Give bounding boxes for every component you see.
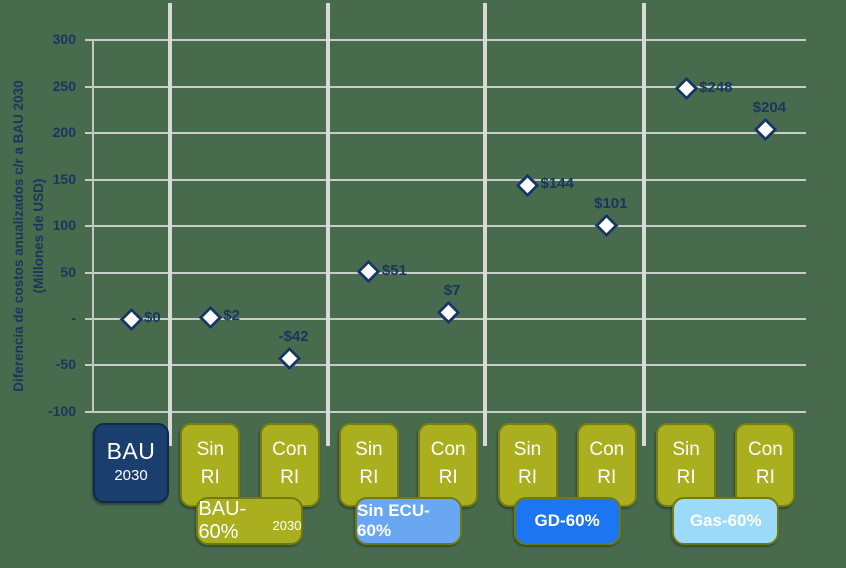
data-point-label: $248 [699, 78, 733, 96]
pair-button-line2: RI [755, 466, 775, 488]
y-tick-label--50: -50 [55, 356, 76, 373]
group-separator-2 [326, 3, 330, 446]
data-point-marker [753, 117, 778, 142]
group-separator-3 [483, 3, 487, 446]
gridline-y-300 [85, 39, 806, 42]
y-axis-title-line1: Diferencia de costos anualizados c/r a B… [11, 80, 26, 392]
data-point-marker [674, 76, 699, 101]
gridline-y-100 [85, 225, 806, 228]
y-tick-label-250: 250 [52, 77, 76, 94]
pair-button-line1: Con [589, 439, 625, 460]
data-point-label: $144 [540, 175, 574, 193]
group-label-gd-60-: GD-60% [513, 497, 621, 545]
category-button-sin-ri: Sin RI [180, 423, 241, 507]
data-point-marker [118, 306, 144, 332]
pair-button-line1: Con [272, 439, 308, 460]
data-point-label: -$42 [278, 328, 309, 346]
gridline-y-250 [85, 85, 806, 88]
gridline-y--50 [85, 364, 806, 367]
group-label-subscript: 2030 [272, 517, 302, 533]
data-point-label: $2 [223, 307, 240, 325]
gridline-y-50 [85, 271, 806, 274]
category-button-sin-ri: Sin RI [656, 423, 717, 507]
pair-button-line2: RI [676, 466, 696, 488]
category-button-bau-2030: BAU 2030 [93, 423, 169, 503]
y-tick-label--100: -100 [47, 402, 76, 419]
y-axis-line [92, 40, 94, 412]
category-button-con-ri: Con RI [259, 423, 320, 507]
data-point-label: $0 [144, 309, 161, 326]
group-label-gas-60-: Gas-60% [672, 497, 780, 545]
y-tick-label-100: 100 [52, 217, 76, 234]
bau-button-line2: 2030 [114, 467, 148, 484]
category-button-con-ri: Con RI [418, 423, 479, 507]
category-button-con-ri: Con RI [576, 423, 637, 507]
pair-button-line2: RI [518, 466, 537, 488]
category-button-sin-ri: Sin RI [338, 423, 399, 507]
group-label-text: Sin ECU-60% [357, 501, 430, 540]
y-tick-label-50: 50 [60, 263, 76, 280]
group-label-text: BAU-60% [198, 498, 247, 543]
data-point-marker [594, 213, 619, 238]
pair-button-line1: Con [430, 439, 466, 460]
group-label-text: GD-60% [534, 511, 600, 530]
category-button-con-ri: Con RI [735, 423, 796, 507]
gridline-y-150 [85, 178, 806, 181]
data-point-marker [515, 173, 540, 198]
data-point-label: $51 [381, 261, 407, 279]
data-point-label: $204 [752, 99, 787, 117]
data-point-label: $101 [594, 195, 628, 213]
y-tick-label-300: 300 [52, 31, 76, 48]
category-button-sin-ri: Sin RI [497, 423, 558, 507]
pair-button-line2: RI [280, 466, 300, 488]
pair-button-line1: Con [747, 439, 783, 460]
data-point-label: $7 [443, 282, 461, 300]
data-point-marker [198, 305, 223, 330]
bau-button-line1: BAU [106, 438, 156, 464]
gridline-y--100 [85, 410, 806, 413]
pair-button-line2: RI [200, 466, 220, 488]
pair-button-line2: RI [597, 466, 617, 488]
data-point-marker [436, 300, 461, 325]
pair-button-line1: Sin [672, 439, 700, 460]
y-tick-label-200: 200 [52, 124, 76, 141]
data-point-marker [356, 259, 381, 284]
pair-button-line1: Sin [513, 439, 542, 460]
pair-button-line2: RI [359, 466, 379, 488]
gridline-y-200 [85, 132, 806, 135]
group-label-text: Gas-60% [689, 511, 762, 530]
group-separator-1 [168, 3, 172, 446]
group-label-sin-ecu-60-: Sin ECU-60% [355, 497, 463, 545]
group-label-bau-60-: BAU-60% 2030 [196, 497, 304, 545]
y-tick-label-0: - [71, 310, 76, 326]
pair-button-line1: Sin [196, 439, 225, 460]
pair-button-line1: Sin [355, 439, 383, 460]
pair-button-line2: RI [438, 466, 458, 488]
group-separator-4 [642, 3, 646, 446]
y-tick-label-150: 150 [52, 170, 76, 187]
